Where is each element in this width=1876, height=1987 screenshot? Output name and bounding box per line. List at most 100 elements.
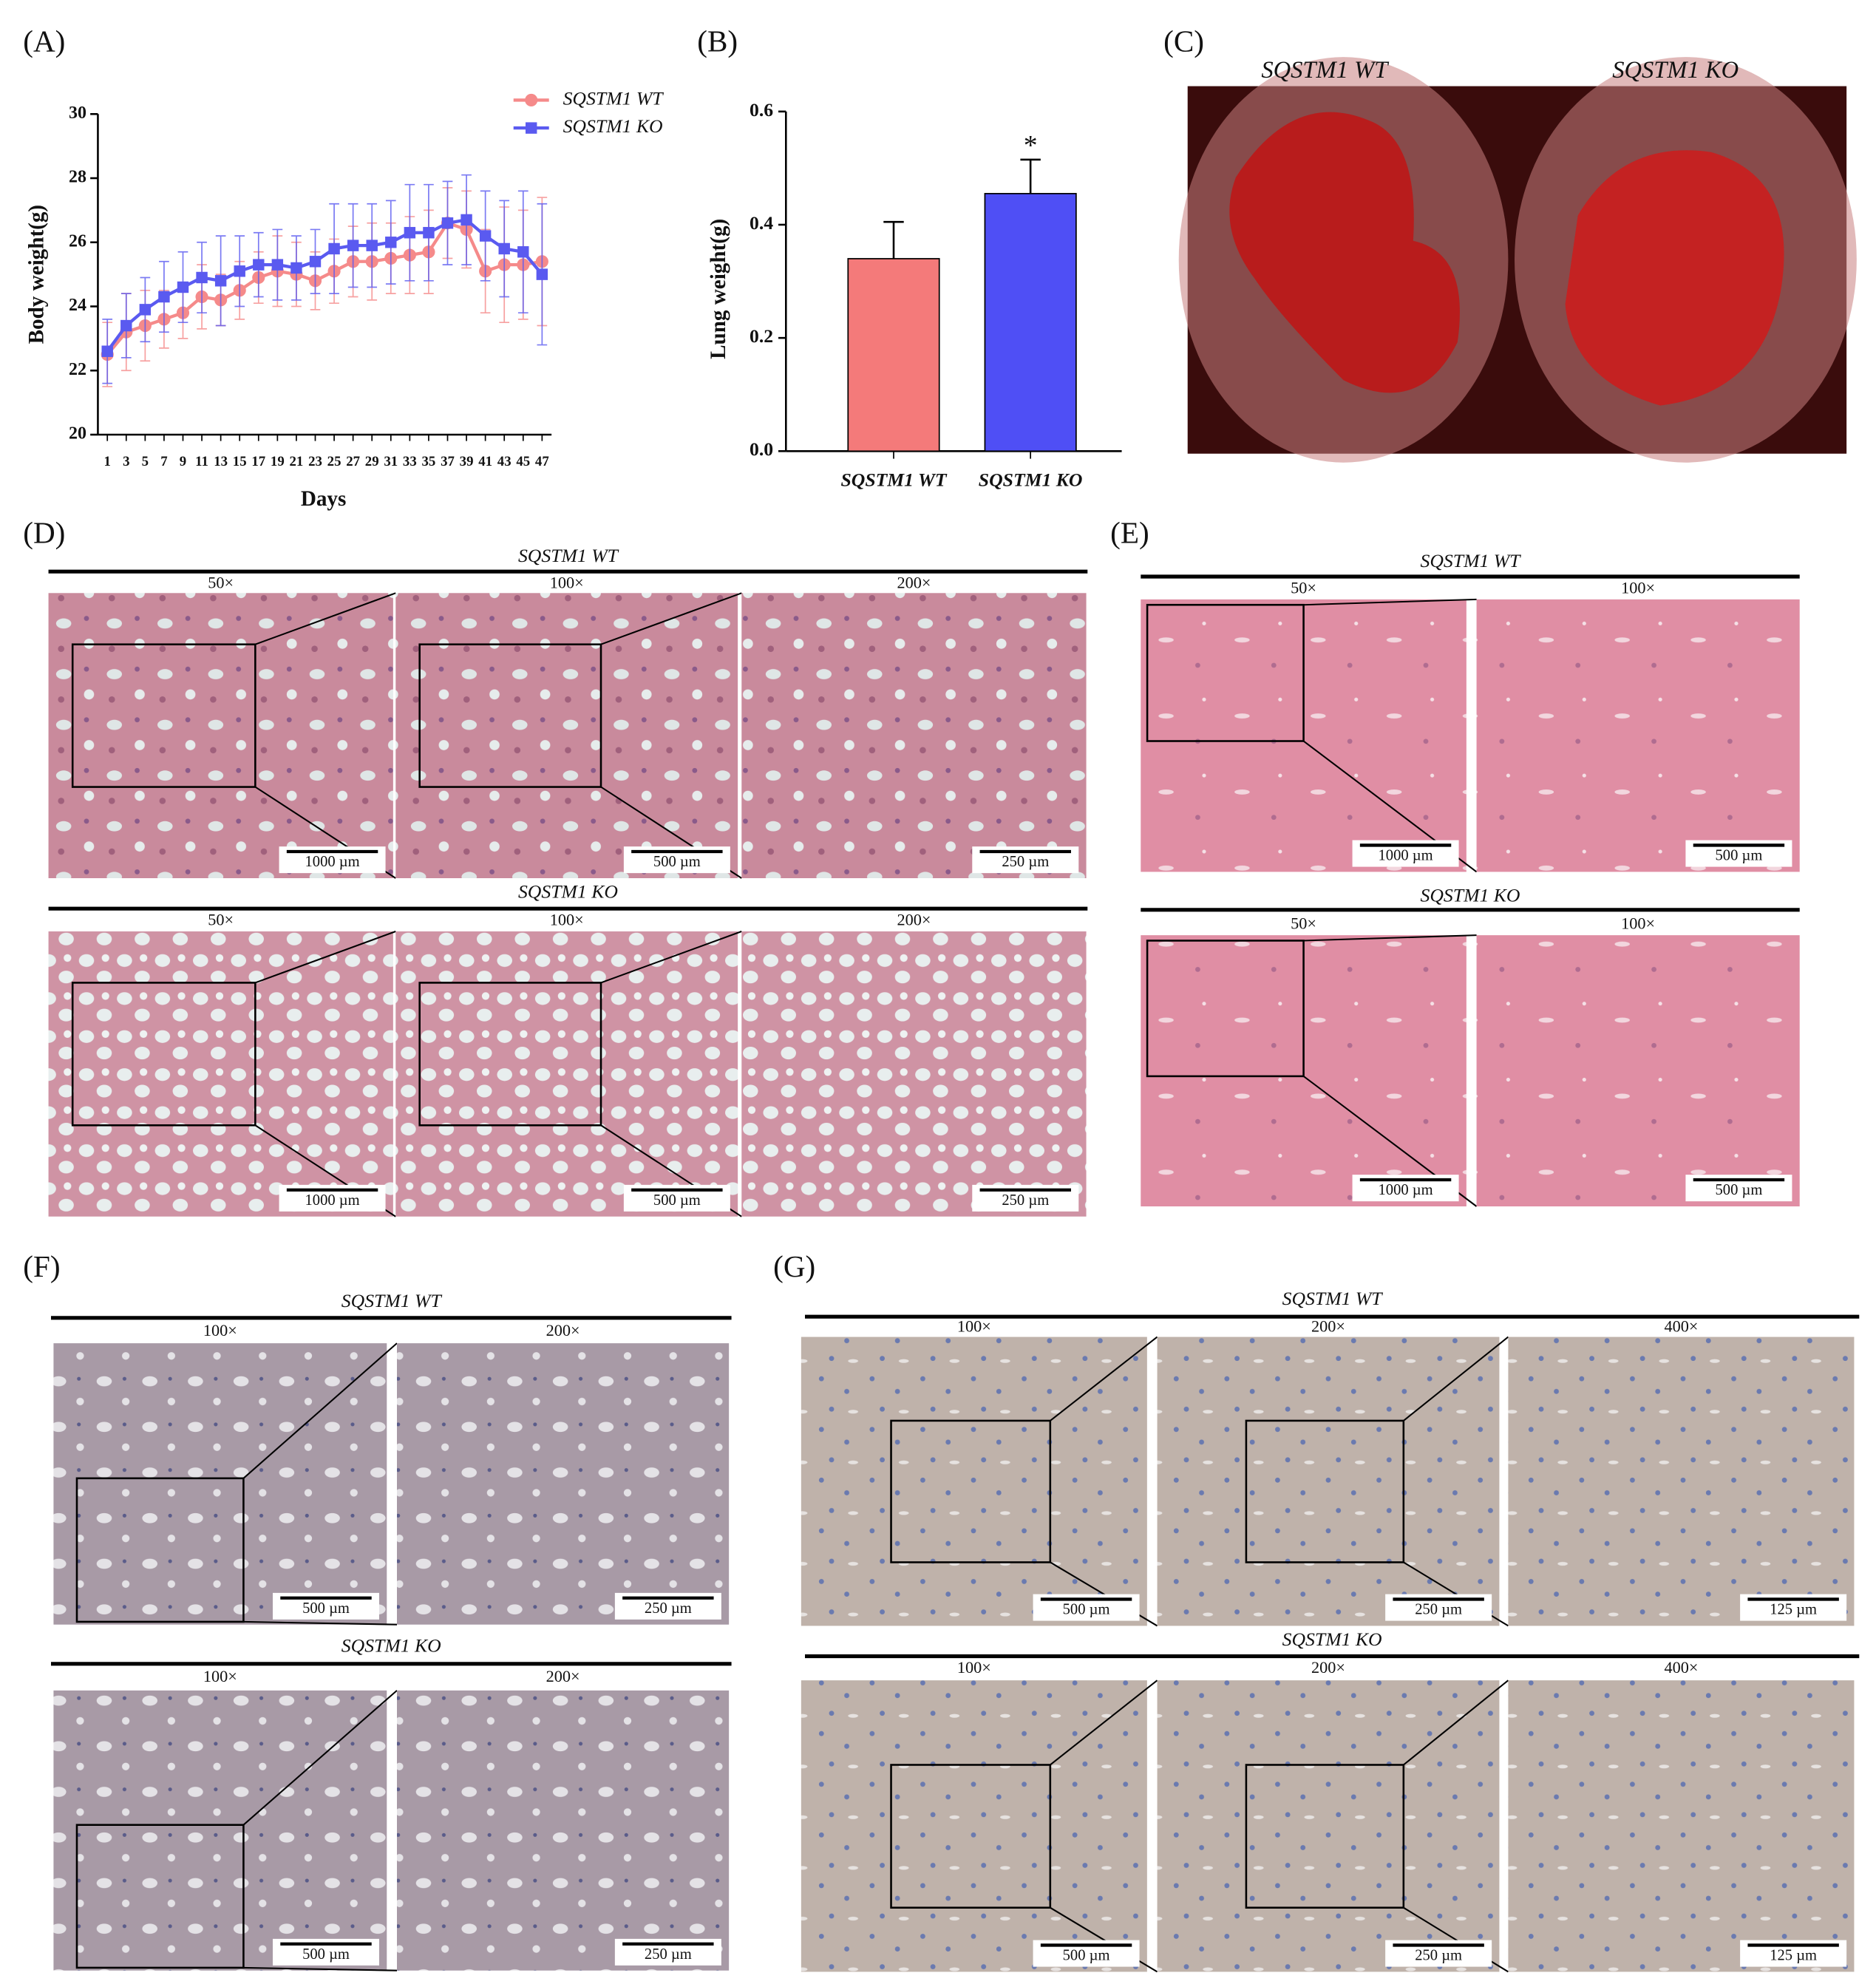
- micrograph: [397, 1690, 730, 1971]
- point: [423, 227, 435, 239]
- inset-box: [1146, 603, 1305, 742]
- x-tick-label: 43: [497, 454, 512, 469]
- x-tick-label: 21: [290, 454, 304, 469]
- photo-label: SQSTM1 KO: [1612, 57, 1739, 84]
- inset-box: [1146, 940, 1305, 1078]
- zoom-line: [254, 592, 396, 645]
- micrograph: [53, 1343, 387, 1625]
- y-tick-label: 26: [69, 231, 86, 251]
- significance-mark: *: [1024, 130, 1038, 161]
- zoom-line: [1403, 1336, 1509, 1422]
- scale-bar-label: 500 µm: [1716, 848, 1763, 864]
- zoom-line: [1050, 1336, 1158, 1422]
- point: [234, 265, 245, 277]
- legend-label: SQSTM1 KO: [563, 115, 663, 137]
- legend-marker: [525, 93, 538, 106]
- group-title: SQSTM1 KO: [518, 880, 618, 902]
- scale-bar-label: 125 µm: [1770, 1948, 1817, 1964]
- micrograph: [1157, 1680, 1500, 1972]
- micrograph: [48, 593, 393, 878]
- x-tick-label: 19: [271, 454, 285, 469]
- scale-bar-label: 250 µm: [1415, 1948, 1462, 1964]
- point: [290, 262, 302, 274]
- series-line: [106, 221, 543, 356]
- zoom-line: [600, 931, 742, 984]
- scale-bar-label: 250 µm: [1415, 1602, 1462, 1618]
- zoom-line: [1303, 598, 1477, 606]
- y-tick-label: 30: [69, 103, 86, 123]
- x-tick-label: 5: [142, 454, 149, 469]
- x-tick-label: 11: [195, 454, 208, 469]
- x-tick-label: 41: [478, 454, 492, 469]
- zoom-line: [600, 592, 742, 645]
- micrograph: [1508, 1336, 1855, 1626]
- y-tick-label: 0.0: [750, 438, 773, 460]
- magnification: 200×: [897, 910, 931, 928]
- point: [158, 291, 170, 303]
- panel-label: (E): [1110, 516, 1149, 551]
- zoom-line: [243, 1966, 398, 1971]
- micrograph: [395, 931, 738, 1217]
- scale-bar-label: 1000 µm: [305, 854, 360, 870]
- error-bar: [883, 220, 904, 259]
- error-bar: [1020, 158, 1041, 194]
- inset-box: [1245, 1419, 1405, 1563]
- x-tick-label: 23: [308, 454, 322, 469]
- inset-box: [890, 1764, 1052, 1909]
- magnification: 100×: [203, 1321, 237, 1339]
- scale-bar-label: 250 µm: [645, 1600, 692, 1617]
- scale-bar-label: 500 µm: [302, 1946, 350, 1963]
- zoom-line: [243, 1620, 398, 1626]
- point: [101, 345, 113, 357]
- group-title: SQSTM1 KO: [1282, 1628, 1382, 1650]
- point: [441, 217, 454, 229]
- x-tick-label: 45: [516, 454, 530, 469]
- panel-label: (G): [773, 1249, 815, 1284]
- inset-box: [418, 643, 602, 788]
- zoom-line: [1303, 934, 1477, 942]
- magnification: 50×: [208, 910, 234, 928]
- x-tick-label: 13: [214, 454, 228, 469]
- point: [120, 319, 132, 332]
- inset-box: [1245, 1764, 1405, 1909]
- bar: [984, 193, 1077, 452]
- lung-tissue: [1565, 150, 1784, 406]
- y-axis-label: Body weight(g): [25, 205, 49, 344]
- zoom-line: [242, 1342, 398, 1479]
- scale-bar-label: 500 µm: [1063, 1602, 1110, 1618]
- group-title: SQSTM1 WT: [341, 1290, 443, 1311]
- micrograph: [395, 593, 738, 878]
- magnification: 200×: [1311, 1658, 1345, 1677]
- group-title: SQSTM1 WT: [1421, 550, 1522, 571]
- zoom-line: [242, 1690, 398, 1826]
- point: [366, 240, 378, 251]
- scale-bar-label: 500 µm: [302, 1600, 350, 1617]
- point: [460, 214, 472, 226]
- magnification: 50×: [1291, 914, 1316, 933]
- inset-box: [75, 1477, 245, 1623]
- x-tick-label: 7: [160, 454, 167, 469]
- scale-bar-label: 500 µm: [653, 854, 701, 870]
- point: [253, 259, 265, 271]
- x-tick-label: 31: [384, 454, 398, 469]
- panel-label: (A): [23, 24, 65, 58]
- legend-label: SQSTM1 WT: [563, 87, 665, 109]
- x-tick-label: SQSTM1 KO: [979, 469, 1083, 490]
- scale-bar-label: 250 µm: [1002, 854, 1049, 870]
- legend-marker: [526, 122, 537, 134]
- magnification: 200×: [546, 1321, 580, 1339]
- scale-bar-label: 500 µm: [1716, 1182, 1763, 1198]
- x-tick-label: 37: [441, 454, 455, 469]
- micrograph: [53, 1690, 387, 1971]
- magnification: 200×: [897, 573, 931, 591]
- x-tick-label: 9: [180, 454, 186, 469]
- point: [347, 240, 359, 251]
- group-title: SQSTM1 WT: [518, 545, 619, 566]
- point: [385, 237, 397, 248]
- group-title: SQSTM1 KO: [341, 1634, 441, 1656]
- x-tick-label: SQSTM1 WT: [840, 469, 947, 490]
- zoom-line: [1403, 1679, 1509, 1766]
- inset-box: [71, 982, 256, 1127]
- micrograph: [1157, 1336, 1500, 1626]
